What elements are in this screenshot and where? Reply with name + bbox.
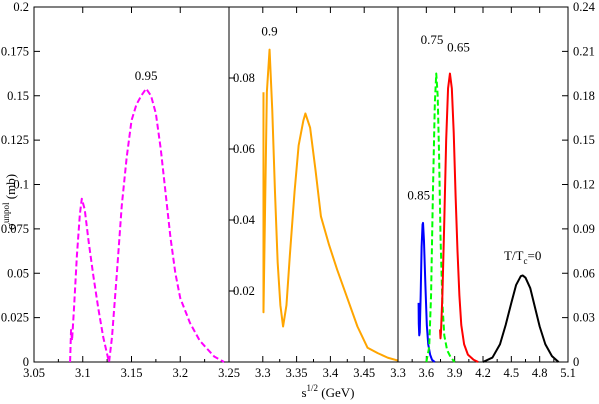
y-tick-label: 0.08 <box>233 71 255 85</box>
panel-frame <box>228 6 399 363</box>
series-line-0-9 <box>262 48 399 362</box>
series-label: 0.9 <box>261 23 277 38</box>
panel-2: 3.3 3.35 3.4 3.45 0.02 0.04 0.06 0.08 0.9 <box>228 6 399 380</box>
x-tick-label: 3.3 <box>255 366 271 380</box>
x-tick-label: 3.2 <box>172 366 188 380</box>
x-tick-label: 3.25 <box>218 366 240 380</box>
x-tick-label: 5.1 <box>560 366 576 380</box>
series-label-main: T/T <box>504 248 524 263</box>
x-tick-label: 3.05 <box>23 366 45 380</box>
panel-1: 3.05 3.1 3.15 3.2 3.25 0 0.025 0.05 0.075 0.1 0.12… <box>1 0 240 380</box>
y-tick-label: 0.12 <box>573 178 595 192</box>
x-axis-title: s1/2 (GeV) <box>301 383 354 400</box>
panel-frame <box>33 6 230 363</box>
x-tick-label: 3.15 <box>121 366 143 380</box>
series-line-0-95 <box>69 87 225 363</box>
y-tick-label: 0.05 <box>7 266 29 280</box>
series-line-0-75 <box>425 72 456 363</box>
x-tick-label: 3.4 <box>323 366 339 380</box>
y-tick-label: 0.2 <box>13 0 29 14</box>
y-axis-title: σunpol (mb) <box>1 174 18 230</box>
y-tick-label: 0.06 <box>233 142 255 156</box>
x-tick-label: 3.3 <box>390 366 406 380</box>
y-tick-label: 0.06 <box>573 266 595 280</box>
x-tick-label: 3.1 <box>75 366 91 380</box>
x-tick-label: 3.9 <box>447 366 463 380</box>
x-tick-label: 4.5 <box>504 366 520 380</box>
x-tick-label: 3.35 <box>286 366 308 380</box>
x-axis-title-main: s <box>301 385 306 400</box>
y-tick-label: 0.1 <box>13 178 29 192</box>
y-tick-label: 0.15 <box>573 133 595 147</box>
x-tick-label: 3.45 <box>353 366 375 380</box>
series-label-subscript: c <box>523 256 527 266</box>
x-tick-label: 3.6 <box>419 366 435 380</box>
y-axis-title-superscript: unpol <box>1 202 11 223</box>
series-label: 0.85 <box>407 187 430 202</box>
series-label-tail: =0 <box>527 248 541 263</box>
panel-frame <box>397 6 569 363</box>
series-label: T/Tc=0 <box>504 248 541 266</box>
panel-3: 3.3 3.6 3.9 4.2 4.5 4.8 5.10 0.03 0.06 0.09 0.12 0.… <box>390 0 595 380</box>
series-label: 0.75 <box>421 32 444 47</box>
series-line-0-85 <box>417 221 436 363</box>
series-label: 0.95 <box>135 68 158 83</box>
y-tick-label: 0.09 <box>573 222 595 236</box>
y-tick-label: 0.125 <box>1 133 29 147</box>
series-line-0-65 <box>439 72 479 363</box>
x-tick-label: 4.8 <box>532 366 548 380</box>
x-tick-label: 4.2 <box>475 366 491 380</box>
y-tick-label: 0.025 <box>1 311 29 325</box>
axis-titles: σunpol (mb) s1/2 (GeV) <box>1 174 355 400</box>
y-tick-label: 0 <box>573 355 579 369</box>
y-tick-label: 0.18 <box>573 89 595 103</box>
y-tick-label: 0.24 <box>573 0 596 14</box>
y-tick-label: 0.075 <box>1 222 29 236</box>
y-tick-label: 0.175 <box>1 44 29 58</box>
y-tick-label: 0.21 <box>573 44 595 58</box>
x-axis-title-unit: (GeV) <box>318 385 354 400</box>
series-line-t-tc-0 <box>482 274 560 363</box>
x-axis-title-superscript: 1/2 <box>307 383 319 393</box>
series-label: 0.65 <box>447 39 470 54</box>
y-tick-label: 0 <box>23 355 29 369</box>
y-axis-title-unit: (mb) <box>3 174 18 203</box>
y-tick-label: 0.02 <box>233 284 255 298</box>
y-tick-label: 0.04 <box>233 213 256 227</box>
panels-layer: 3.05 3.1 3.15 3.2 3.25 0 0.025 0.05 0.075 0.1 0.12… <box>1 0 596 380</box>
y-tick-label: 0.15 <box>7 89 29 103</box>
y-axis-title-main: σ <box>3 223 18 230</box>
y-tick-label: 0.03 <box>573 311 595 325</box>
